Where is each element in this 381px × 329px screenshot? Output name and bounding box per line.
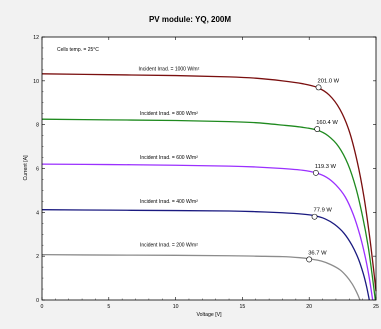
plot-layer: 0 5 10 15 20 25 0 2 4 6 8 10 12 Incident Irrad. = 100… (33, 35, 379, 310)
mpp-power-label: 119.3 W (315, 164, 337, 170)
mpp-marker (314, 126, 321, 132)
series-label: Incident Irrad. = 200 W/m² (140, 243, 198, 249)
x-tick-label: 20 (306, 304, 312, 310)
y-axis-label: Current [A] (23, 155, 29, 181)
mpp-power-label: 201.0 W (318, 78, 340, 84)
x-tick-label: 15 (240, 304, 246, 310)
series-line (41, 163, 374, 301)
mpp-marker (311, 213, 318, 220)
series-label: Incident Irrad. = 600 W/m² (140, 155, 198, 161)
y-tick-label: 2 (36, 254, 39, 260)
series-line (41, 73, 377, 292)
mpp-power-label: 36.7 W (308, 250, 327, 256)
chart-title: PV module: YQ, 200M (149, 15, 231, 24)
series-line (41, 253, 361, 301)
plot-frame (41, 36, 377, 301)
series-label: Incident Irrad. = 1000 W/m² (139, 66, 200, 72)
x-tick-label: 25 (373, 304, 379, 310)
mpp-marker (315, 84, 322, 91)
y-tick-label: 4 (36, 210, 39, 216)
mpp-power-label: 160.4 W (316, 120, 338, 126)
series-line (41, 118, 376, 301)
y-tick-label: 12 (33, 35, 39, 41)
temperature-annotation: Cells temp. = 25°C (57, 47, 99, 53)
y-tick-label: 8 (36, 123, 39, 129)
x-tick-label: 5 (107, 304, 110, 310)
series-label: Incident Irrad. = 400 W/m² (140, 199, 198, 205)
y-tick-label: 6 (36, 167, 39, 173)
series-line (41, 209, 370, 301)
y-tick-label: 10 (33, 79, 39, 85)
mpp-marker (306, 256, 313, 263)
x-axis-label: Voltage [V] (196, 312, 222, 318)
y-tick-label: 0 (36, 298, 39, 304)
x-tick-label: 0 (41, 304, 44, 310)
series-label: Incident Irrad. = 800 W/m² (140, 111, 198, 117)
mpp-power-label: 77.9 W (314, 208, 333, 214)
x-tick-label: 10 (173, 304, 179, 310)
mpp-marker (312, 169, 319, 176)
